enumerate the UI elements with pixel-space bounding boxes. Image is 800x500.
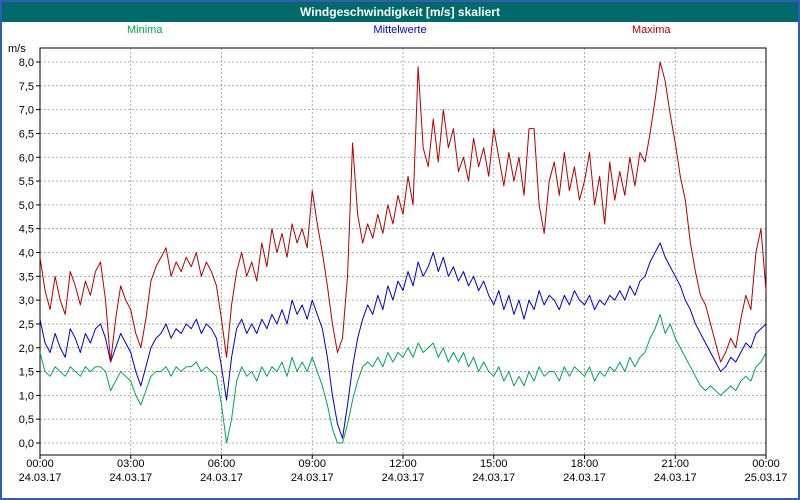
title-bar: Windgeschwindigkeit [m/s] skaliert: [2, 2, 798, 22]
legend-item-minima: Minima: [127, 24, 163, 36]
wind-speed-chart: m/s 8,0 7,5 7,0 6,5 6,0 5,5 5,0 4,5 4,0 3,5 3,0 2,5 2…: [2, 40, 798, 498]
svg-text:1,5: 1,5: [19, 367, 34, 379]
svg-text:1,0: 1,0: [19, 390, 34, 402]
svg-text:3,5: 3,5: [19, 271, 34, 283]
legend-item-maxima: Maxima: [632, 24, 671, 36]
svg-text:2,5: 2,5: [19, 319, 34, 331]
svg-text:18:00: 18:00: [571, 458, 599, 470]
svg-text:00:00: 00:00: [26, 458, 54, 470]
svg-text:6,0: 6,0: [19, 152, 34, 164]
window-title: Windgeschwindigkeit [m/s] skaliert: [300, 5, 500, 19]
svg-text:24.03.17: 24.03.17: [472, 472, 515, 484]
svg-text:12:00: 12:00: [389, 458, 417, 470]
svg-text:24.03.17: 24.03.17: [654, 472, 697, 484]
svg-text:24.03.17: 24.03.17: [291, 472, 334, 484]
svg-text:24.03.17: 24.03.17: [109, 472, 152, 484]
svg-text:m/s: m/s: [8, 43, 26, 55]
chart-legend: Minima Mittelwerte Maxima: [2, 22, 798, 40]
svg-text:15:00: 15:00: [480, 458, 508, 470]
svg-text:7,5: 7,5: [19, 81, 34, 93]
svg-text:24.03.17: 24.03.17: [563, 472, 606, 484]
svg-text:03:00: 03:00: [117, 458, 145, 470]
svg-text:4,0: 4,0: [19, 248, 34, 260]
svg-text:00:00: 00:00: [752, 458, 780, 470]
legend-item-mittelwerte: Mittelwerte: [373, 24, 427, 36]
svg-text:7,0: 7,0: [19, 105, 34, 117]
svg-text:24.03.17: 24.03.17: [19, 472, 62, 484]
svg-text:5,0: 5,0: [19, 200, 34, 212]
svg-text:0,0: 0,0: [19, 438, 34, 450]
svg-text:3,0: 3,0: [19, 295, 34, 307]
svg-text:06:00: 06:00: [208, 458, 236, 470]
svg-text:25.03.17: 25.03.17: [745, 472, 788, 484]
svg-text:09:00: 09:00: [298, 458, 326, 470]
svg-text:2,0: 2,0: [19, 343, 34, 355]
svg-text:21:00: 21:00: [661, 458, 689, 470]
svg-text:5,5: 5,5: [19, 176, 34, 188]
svg-text:24.03.17: 24.03.17: [200, 472, 243, 484]
svg-text:8,0: 8,0: [19, 57, 34, 69]
svg-text:0,5: 0,5: [19, 414, 34, 426]
svg-text:6,5: 6,5: [19, 128, 34, 140]
svg-text:24.03.17: 24.03.17: [382, 472, 425, 484]
svg-text:4,5: 4,5: [19, 224, 34, 236]
